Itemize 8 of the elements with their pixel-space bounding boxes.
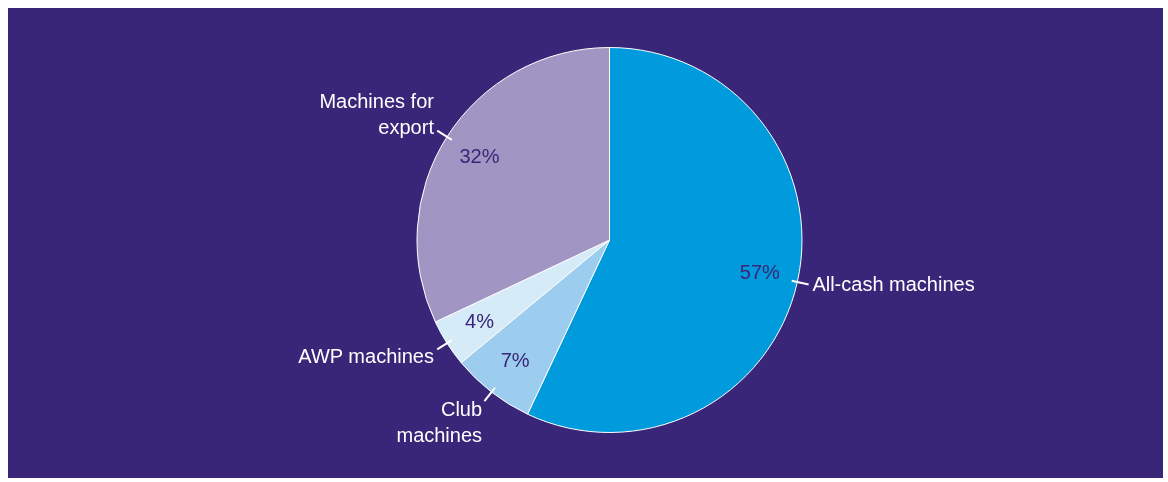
slice-label: Club machines	[396, 397, 483, 446]
slice-label: AWP machines	[298, 344, 434, 367]
slice-label: All-cash machines	[812, 272, 975, 295]
slice-label: Machines for export	[319, 90, 435, 139]
data-label: 7%	[500, 349, 530, 372]
data-label: 57%	[739, 261, 781, 284]
data-label: 32%	[459, 145, 500, 167]
data-label: 4%	[465, 310, 495, 333]
